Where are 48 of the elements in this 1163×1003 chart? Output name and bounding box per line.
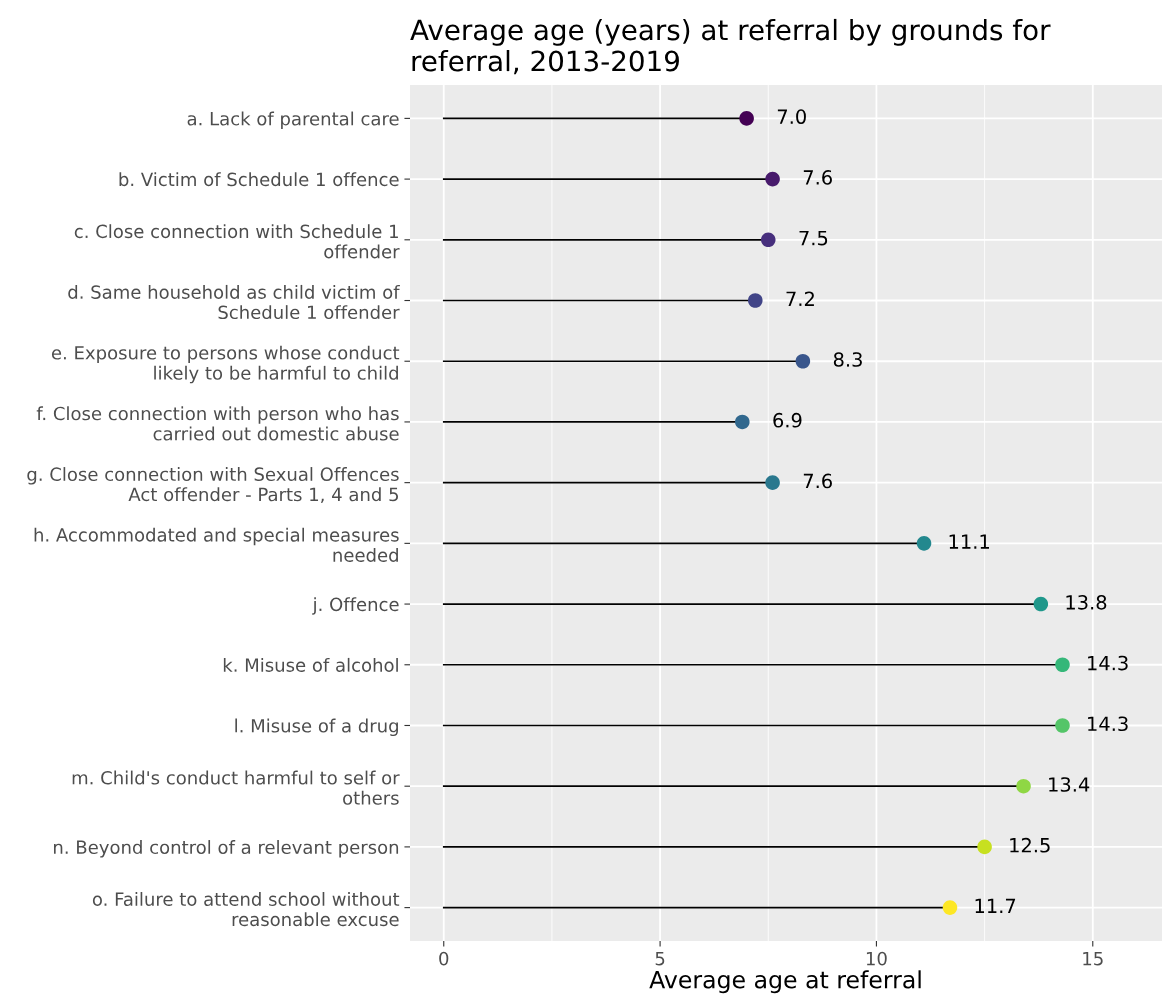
y-tick-label: d. Same household as child victim of Schedule 1 offender	[68, 284, 400, 320]
x-tick-label: 15	[1083, 951, 1103, 966]
data-label: 14.3	[1088, 716, 1128, 732]
x-tick-label: 5	[655, 951, 665, 966]
data-label: 12.5	[1010, 837, 1050, 853]
point	[765, 475, 780, 490]
x-tick-label: 10	[866, 951, 887, 966]
y-tick-label: b. Victim of Schedule 1 offence	[119, 172, 399, 187]
y-tick-label: n. Beyond control of a relevant person	[54, 840, 399, 858]
y-tick-label: l. Misuse of a drug	[235, 718, 398, 737]
y-tick-label: g. Close connection with Sexual Offences Act offender - Parts 1, 4 and 5	[27, 467, 399, 504]
data-label: 7.5	[799, 231, 828, 246]
point	[1033, 596, 1049, 612]
point	[795, 353, 811, 369]
data-label: 7.2	[786, 291, 814, 306]
y-tick-label: k. Misuse of alcohol	[223, 657, 398, 672]
point	[760, 232, 776, 248]
point	[765, 171, 780, 187]
y-tick-label: a. Lack of parental care	[187, 111, 399, 129]
point	[1055, 718, 1070, 733]
data-label: 13.8	[1066, 595, 1107, 610]
point	[977, 839, 992, 855]
y-tick-label: e. Exposure to persons whose conduct likely to be harmful to child	[51, 345, 400, 384]
data-label: 11.7	[975, 898, 1016, 913]
point	[1016, 778, 1031, 794]
x-tick-label: 0	[439, 951, 449, 966]
y-tick-label: m. Child's conduct harmful to self or others	[72, 770, 400, 805]
data-label: 14.3	[1088, 655, 1128, 671]
data-label: 8.3	[833, 352, 862, 367]
data-label: 6.9	[773, 412, 802, 428]
data-label: 13.4	[1049, 777, 1090, 792]
y-tick-label: j. Offence	[312, 597, 399, 615]
y-tick-label: f. Close connection with person who has carried out domestic abuse	[36, 406, 399, 441]
point	[916, 536, 932, 551]
y-tick-label: c. Close connection with Schedule 1 offender	[74, 224, 400, 259]
point	[739, 111, 754, 126]
y-tick-label: o. Failure to attend school without reasonable excuse	[92, 892, 400, 927]
point	[1055, 657, 1070, 673]
data-label: 7.6	[803, 170, 832, 185]
data-label: 7.0	[777, 109, 806, 125]
data-label: 7.6	[803, 473, 832, 489]
x-axis-title: Average age at referral	[649, 970, 921, 994]
point	[942, 900, 958, 915]
y-tick-label: h. Accommodated and special measures needed	[34, 527, 399, 562]
chart-title: Average age (years) at referral by grounds for referral, 2013-2019	[410, 18, 1051, 75]
point	[735, 414, 750, 430]
point	[748, 293, 763, 308]
data-label: 11.1	[949, 534, 989, 549]
